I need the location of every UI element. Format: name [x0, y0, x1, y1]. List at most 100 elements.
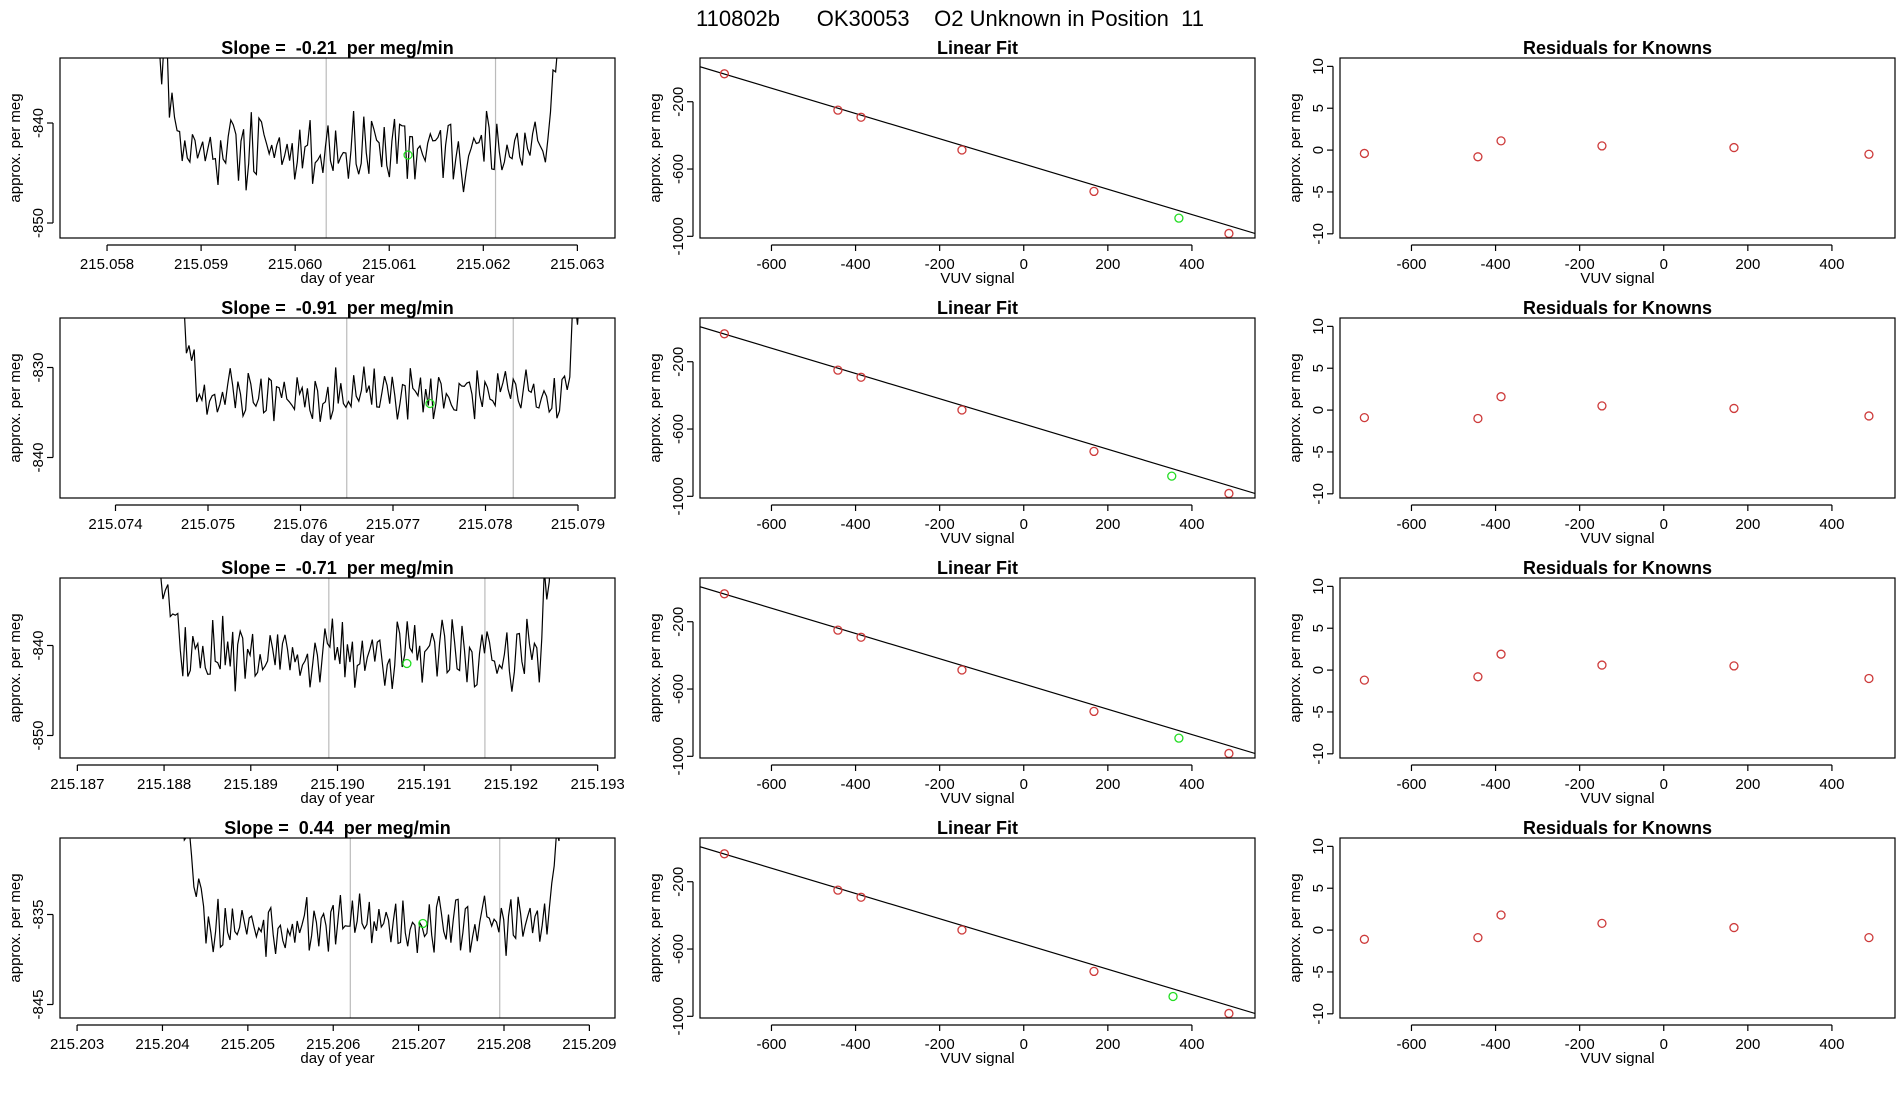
y-axis-label: approx. per meg [7, 613, 24, 722]
known-point [1496, 649, 1506, 659]
panel-title: Residuals for Knowns [1523, 38, 1712, 58]
panel-title: Residuals for Knowns [1523, 298, 1712, 318]
plot-area [159, 58, 558, 238]
known-point [1864, 411, 1874, 421]
y-axis-label: approx. per meg [7, 353, 24, 462]
y-tick-label: -840 [30, 108, 47, 138]
y-tick-label: -10 [1310, 743, 1327, 765]
known-point [1729, 403, 1739, 414]
known-point [833, 365, 843, 375]
x-tick-label: 215.079 [551, 516, 605, 533]
x-tick-label: -400 [1481, 516, 1511, 533]
plot-area [1359, 649, 1874, 685]
known-point [1359, 412, 1370, 423]
plot-area [700, 586, 1255, 758]
x-tick-label: 400 [1179, 776, 1204, 793]
plot-area [184, 318, 579, 498]
x-tick-label: 400 [1819, 1036, 1844, 1053]
y-tick-label: -600 [670, 154, 687, 184]
panel-2-3: Residuals for Knowns -600 -400 -200 0 200 400 V… [1287, 298, 1896, 547]
x-tick-label: -400 [841, 256, 871, 273]
x-tick-label: -200 [1565, 256, 1595, 273]
y-tick-label: 0 [1310, 146, 1327, 154]
known-point [1089, 446, 1099, 457]
x-axis-label: day of year [300, 1050, 374, 1067]
known-point [856, 892, 866, 902]
y-axis-label: approx. per meg [7, 93, 24, 202]
plot-frame [1339, 577, 1896, 759]
plot-frame [59, 577, 616, 759]
fit-line [700, 66, 1255, 235]
y-tick-label: 5 [1310, 104, 1327, 112]
x-tick-label: 200 [1735, 776, 1760, 793]
known-point [1359, 148, 1370, 159]
y-tick-label: 0 [1310, 666, 1327, 674]
x-tick-label: -200 [1565, 1036, 1595, 1053]
y-axis-label: approx. per meg [647, 353, 664, 462]
known-point [1597, 401, 1607, 411]
x-tick-label: 200 [1735, 1036, 1760, 1053]
panel-title: Residuals for Knowns [1523, 818, 1712, 838]
x-axis-label: VUV signal [1580, 790, 1654, 807]
x-tick-label: -400 [1481, 776, 1511, 793]
figure-title: 110802b OK30053 O2 Unknown in Position 1… [696, 6, 1204, 31]
x-tick-label: -200 [925, 776, 955, 793]
known-point [856, 372, 866, 382]
x-tick-label: -400 [1481, 1036, 1511, 1053]
known-point [1496, 392, 1506, 402]
plot-area [700, 66, 1255, 238]
y-tick-label: 10 [1310, 578, 1327, 595]
known-point [856, 632, 866, 642]
y-tick-label: 5 [1310, 364, 1327, 372]
y-axis-label: approx. per meg [1287, 353, 1304, 462]
known-point [719, 329, 730, 339]
panel-grid: Slope = -0.21 per meg/min 215.058 215.059 2… [7, 38, 1896, 1067]
plot-frame [1339, 317, 1896, 499]
x-tick-label: 200 [1735, 256, 1760, 273]
panel-3-1: Slope = -0.71 per meg/min 215.187 215.188 2… [7, 558, 625, 807]
x-tick-label: 400 [1179, 516, 1204, 533]
y-tick-label: 10 [1310, 838, 1327, 855]
signal-series-line [183, 838, 560, 957]
y-axis-label: approx. per meg [1287, 873, 1304, 982]
unknown-point [425, 398, 435, 409]
known-point [957, 145, 967, 155]
x-axis-label: VUV signal [940, 790, 1014, 807]
known-point [1089, 966, 1099, 977]
x-axis-label: day of year [300, 530, 374, 547]
panel-title: Slope = -0.71 per meg/min [221, 558, 454, 578]
y-axis-label: approx. per meg [647, 93, 664, 202]
panel-1-1: Slope = -0.21 per meg/min 215.058 215.059 2… [7, 38, 616, 287]
x-tick-label: -200 [925, 516, 955, 533]
x-tick-label: 0 [1660, 516, 1668, 533]
y-tick-label: 0 [1310, 926, 1327, 934]
x-tick-label: 0 [1660, 256, 1668, 273]
known-point [1729, 661, 1739, 671]
y-tick-label: -10 [1310, 223, 1327, 245]
known-point [719, 849, 730, 859]
known-point [957, 925, 967, 935]
plot-area [700, 846, 1255, 1018]
x-tick-label: 200 [1095, 256, 1120, 273]
panel-title: Slope = 0.44 per meg/min [224, 818, 451, 838]
x-tick-label: -200 [925, 1036, 955, 1053]
y-axis-label: approx. per meg [647, 873, 664, 982]
y-tick-label: -200 [670, 867, 687, 897]
x-tick-label: 215.058 [80, 256, 134, 273]
x-tick-label: 215.061 [362, 256, 416, 273]
y-tick-label: -1000 [670, 217, 687, 255]
y-tick-label: -850 [30, 208, 47, 238]
x-axis-label: VUV signal [940, 530, 1014, 547]
x-tick-label: -600 [1396, 256, 1426, 273]
signal-series-line [160, 578, 551, 692]
y-tick-label: -5 [1310, 705, 1327, 718]
x-tick-label: 0 [1660, 776, 1668, 793]
y-tick-label: 5 [1310, 884, 1327, 892]
panel-title: Linear Fit [937, 298, 1018, 318]
plot-area [1359, 136, 1874, 162]
known-point [833, 105, 843, 115]
y-tick-label: -840 [30, 630, 47, 660]
